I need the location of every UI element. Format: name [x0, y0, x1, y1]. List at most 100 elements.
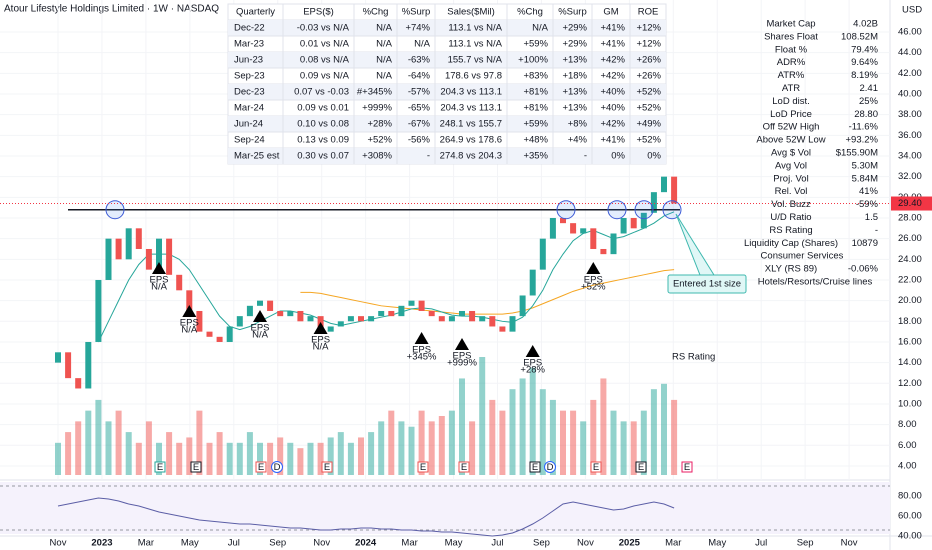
stat-value: 1.5	[865, 212, 878, 223]
candle	[570, 223, 577, 234]
volume-bar	[519, 378, 526, 475]
table-header: Sales($Mil)	[447, 7, 495, 18]
stat-label: LoD dist.	[772, 96, 810, 107]
volume-bar	[337, 432, 344, 475]
table-cell: N/A	[532, 23, 549, 34]
event-icon: E	[324, 462, 330, 473]
volume-bar	[620, 421, 627, 475]
stat-label: Avg $ Vol	[771, 148, 811, 159]
table-cell: 0.09 vs N/A	[300, 71, 350, 82]
eps-triangle	[525, 345, 540, 357]
candle	[186, 290, 193, 311]
table-header: ROE	[638, 7, 659, 18]
candle	[438, 316, 445, 322]
candle	[65, 352, 72, 379]
candle	[176, 274, 183, 291]
candle	[85, 341, 92, 389]
table-row-bg	[228, 116, 666, 132]
candle	[519, 295, 526, 317]
event-icon-bg	[544, 461, 556, 473]
stat-value: 28.80	[854, 109, 878, 120]
x-tick-label: Jul	[228, 538, 240, 549]
table-cell: +40%	[600, 87, 625, 98]
highlight-circle	[607, 200, 627, 220]
candle	[125, 228, 132, 260]
stat-label: Above 52W Low	[756, 135, 825, 146]
x-tick-label: Nov	[313, 538, 330, 549]
stat-label: Off 52W High	[763, 122, 820, 133]
volume-bar	[125, 432, 132, 475]
table-cell: Mar-25 est	[234, 151, 280, 162]
candle	[428, 310, 435, 317]
stat-label: Vol. Buzz	[771, 199, 811, 210]
event-icon-bg	[271, 461, 283, 473]
y-tick-label: 16.00	[898, 336, 922, 347]
volume-bar	[105, 421, 112, 475]
event-icon-bg	[529, 461, 541, 473]
candle	[267, 300, 274, 311]
volume-bar	[661, 383, 667, 475]
table-cell: +12%	[636, 23, 661, 34]
candle	[418, 300, 425, 311]
candle	[327, 326, 334, 332]
table-cell: +35%	[523, 151, 548, 162]
stat-label: Market Cap	[766, 19, 815, 30]
stat-value: 2.41	[860, 83, 879, 94]
table-cell: +81%	[523, 87, 548, 98]
table-cell: 178.6 vs 97.8	[445, 71, 502, 82]
volume-bar	[459, 378, 465, 475]
table-cell: +8%	[568, 119, 588, 130]
stat-value: -11.6%	[849, 122, 879, 133]
stat-label: Liquidity Cap (Shares)	[744, 238, 838, 249]
volume-bar	[448, 410, 455, 475]
y-tick-label: 44.00	[898, 47, 922, 58]
volume-bar	[75, 421, 82, 475]
volume-bar	[297, 448, 304, 475]
y-tick-label: 46.00	[898, 27, 922, 38]
candle	[560, 217, 566, 224]
volume-bar	[196, 410, 203, 475]
table-cell: -0.03 vs N/A	[297, 23, 350, 34]
candle	[671, 176, 678, 204]
eps-detail: N/A	[252, 330, 269, 341]
event-icon: E	[593, 462, 599, 473]
table-cell: 274.8 vs 204.3	[440, 151, 502, 162]
table-cell: +42%	[600, 119, 625, 130]
table-cell: +41%	[600, 135, 625, 146]
ma-short	[97, 211, 675, 343]
y-tick-label: 8.00	[898, 419, 917, 430]
table-cell: Jun-23	[234, 55, 263, 66]
table-cell: N/A	[376, 23, 393, 34]
table-cell: 0.30 vs 0.07	[297, 151, 349, 162]
table-cell: N/A	[414, 39, 431, 50]
table-cell: -63%	[408, 55, 431, 66]
x-tick-label: 2023	[91, 538, 112, 549]
volume-bar	[307, 442, 314, 475]
stat-label: Hotels/Resorts/Cruise lines	[758, 277, 873, 288]
candle	[630, 217, 637, 229]
candle	[580, 228, 587, 234]
candle	[307, 316, 314, 322]
rs-line	[57, 497, 675, 537]
candle	[388, 310, 395, 317]
candle	[650, 192, 657, 213]
candle	[226, 326, 233, 342]
eps-detail: +28%	[520, 365, 545, 376]
volume-bar	[347, 442, 354, 475]
x-tick-label: Jul	[491, 538, 503, 549]
table-cell: +999%	[362, 103, 392, 114]
stat-value: 10879	[852, 238, 878, 249]
y-tick-label: 28.00	[898, 213, 922, 224]
x-tick-label: Jul	[755, 538, 767, 549]
candle	[459, 310, 465, 317]
stat-value: -59%	[856, 199, 879, 210]
eps-triangle	[182, 305, 197, 317]
table-cell: Sep-23	[234, 71, 265, 82]
volume-bar	[438, 416, 445, 475]
x-tick-label: Sep	[269, 538, 286, 549]
table-cell: +41%	[600, 23, 625, 34]
volume-bar	[327, 437, 334, 475]
y-tick-label: 14.00	[898, 357, 922, 368]
event-icon: E	[684, 462, 690, 473]
table-cell: +59%	[523, 39, 548, 50]
